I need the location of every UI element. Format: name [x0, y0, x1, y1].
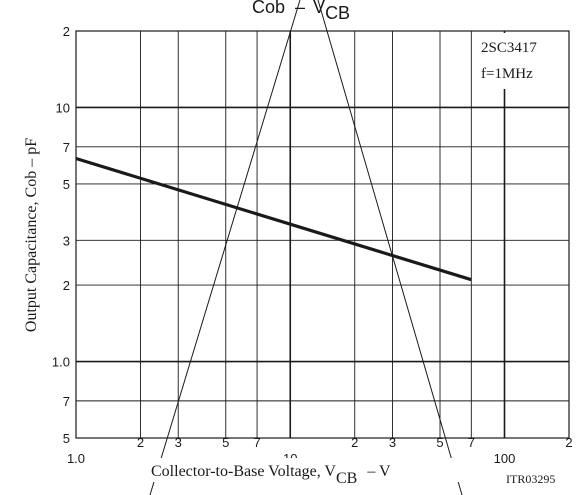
- chart-title-dash: –: [295, 0, 305, 17]
- plot-frame: [75, 30, 570, 439]
- y-tick-label: 3: [63, 233, 70, 248]
- x-tick-label: 7: [253, 435, 260, 450]
- x-axis-label-bg: [148, 458, 488, 482]
- diagonal-line-left: [149, 0, 301, 495]
- y-axis-label: Output Capacitance, Cob – pF: [23, 138, 40, 332]
- grid-lines: [76, 31, 569, 438]
- x-axis-label: Collector-to-Base Voltage, VCB – V: [151, 463, 391, 487]
- figure-code: ITR03295: [506, 472, 555, 486]
- y-tick-label: 5: [63, 431, 70, 446]
- series-layer: [75, 156, 472, 282]
- x-tick-label: 3: [389, 435, 396, 450]
- x-tick-label: 2: [137, 435, 144, 450]
- x-axis-label-subscript: CB: [336, 470, 357, 487]
- x-tick-label: 5: [222, 435, 229, 450]
- y-tick-label: 1.0: [52, 355, 70, 370]
- x-tick-label: 5: [436, 435, 443, 450]
- chart-title-symbol: V: [313, 0, 325, 17]
- x-tick-label: 1.0: [67, 451, 85, 466]
- x-axis-label-unit: – V: [366, 463, 391, 480]
- chart-title: Cob – VCB: [252, 0, 350, 23]
- chart-title-main: Cob: [252, 0, 285, 17]
- y-tick-label: 2: [63, 278, 70, 293]
- y-tick-label: 2: [63, 24, 70, 39]
- x-tick-label: 2: [351, 435, 358, 450]
- y-tick-labels: 5 7 1.0 2 3 5 7 10 2: [52, 24, 70, 446]
- y-tick-label: 7: [63, 140, 70, 155]
- frequency-condition: f=1MHz: [481, 66, 533, 82]
- x-axis-label-main: Collector-to-Base Voltage, V: [151, 463, 336, 480]
- device-name: 2SC3417: [481, 40, 537, 56]
- x-tick-label: 3: [175, 435, 182, 450]
- x-tick-label: 100: [494, 451, 516, 466]
- decorative-diagonal-lines: [149, 0, 463, 495]
- series-line-cob: [75, 156, 472, 282]
- x-tick-label: 7: [468, 435, 475, 450]
- chart-title-subscript: CB: [325, 3, 350, 23]
- device-label-box: [474, 33, 567, 89]
- y-tick-label: 10: [56, 100, 70, 115]
- y-tick-label: 7: [63, 394, 70, 409]
- y-tick-label: 5: [63, 177, 70, 192]
- x-tick-label: 2: [565, 435, 572, 450]
- diagonal-line-right: [317, 0, 463, 495]
